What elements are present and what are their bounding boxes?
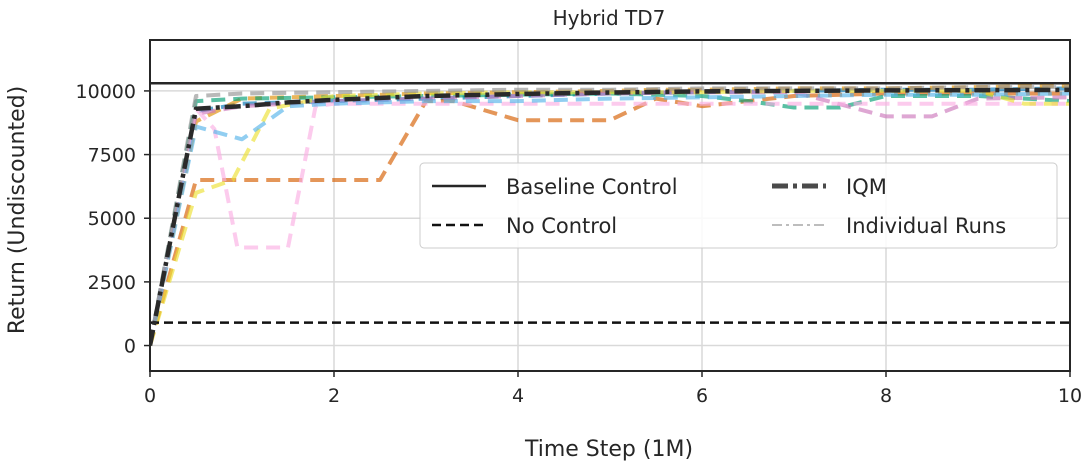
legend-box — [419, 162, 1058, 249]
individual-run-line — [150, 101, 1070, 346]
legend-label-no-control: No Control — [506, 214, 617, 238]
y-tick-label: 5000 — [88, 208, 136, 230]
x-tick-label: 0 — [144, 385, 156, 407]
x-tick-label: 4 — [512, 385, 524, 407]
chart-title: Hybrid TD7 — [553, 6, 666, 30]
individual-run-line — [150, 85, 1070, 346]
plot-frame — [149, 39, 1071, 372]
y-tick-label: 7500 — [88, 145, 136, 167]
x-axis-ticks: 0 2 4 6 8 10 — [144, 371, 1082, 407]
x-tick-label: 10 — [1058, 385, 1082, 407]
legend-label-individual-runs: Individual Runs — [846, 214, 1006, 238]
y-tick-label: 0 — [124, 336, 136, 358]
x-tick-label: 2 — [328, 385, 340, 407]
iqm-line — [150, 87, 1070, 346]
x-axis-label: Time Step (1M) — [524, 437, 693, 462]
plot-series — [150, 82, 1070, 347]
legend: Baseline Control No Control IQM Individu… — [419, 162, 1058, 249]
x-tick-label: 6 — [696, 385, 708, 407]
legend-label-baseline: Baseline Control — [506, 175, 678, 199]
y-tick-label: 2500 — [88, 272, 136, 294]
individual-run-line — [150, 91, 1070, 346]
y-axis-label: Return (Undiscounted) — [5, 86, 30, 334]
legend-label-iqm: IQM — [846, 175, 887, 199]
y-axis-ticks: 0 2500 5000 7500 10000 — [76, 81, 150, 358]
x-tick-label: 8 — [880, 385, 892, 407]
y-tick-label: 10000 — [76, 81, 136, 103]
individual-run-line — [150, 91, 1070, 346]
